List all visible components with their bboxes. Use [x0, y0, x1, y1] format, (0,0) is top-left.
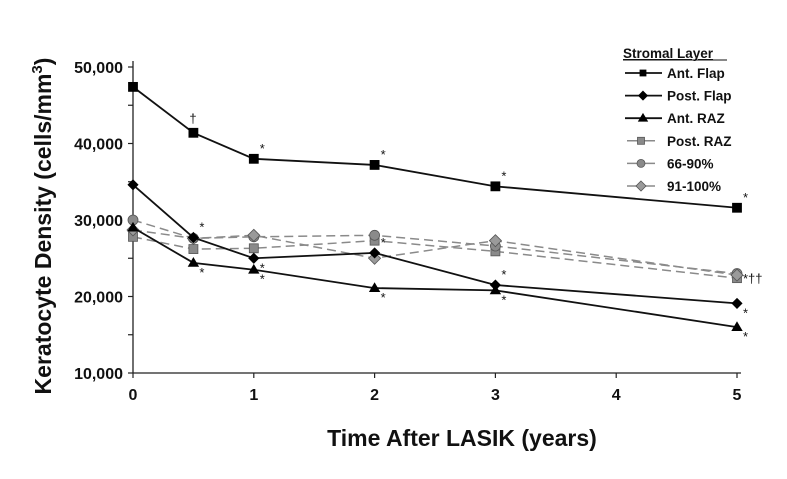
data-point-91-100: [488, 234, 502, 248]
data-point-post-flap: [369, 247, 381, 259]
significance-marker: *: [381, 290, 386, 305]
data-point-post-raz: [188, 244, 199, 254]
significance-marker: *: [743, 305, 748, 320]
data-point-66-90: [369, 229, 381, 241]
significance-marker: *: [260, 272, 265, 287]
series-line-post-raz: [132, 236, 738, 279]
legend-item-post-raz: Post. RAZ: [627, 134, 732, 149]
data-point-ant-flap: [732, 202, 742, 213]
data-point-ant-raz: [187, 257, 200, 267]
series-line-ant-raz: [132, 226, 738, 328]
y-tick-label: 50,000: [74, 60, 123, 77]
y-axis-label-suffix: ): [30, 58, 56, 66]
series-line-ant-flap: [132, 86, 738, 209]
legend-marker: [639, 69, 647, 77]
annotations: †* ********* ** ***††: [189, 111, 762, 344]
axes: 10,000 20,000 30,000 40,000 50,000 0 1 2 3 4 5: [74, 60, 741, 404]
series-line-post-flap: [132, 184, 738, 305]
data-point-ant-raz: [368, 282, 381, 292]
data-point-91-100: [247, 228, 261, 242]
legend-marker: [635, 180, 647, 192]
legend-label: Ant. Flap: [667, 66, 725, 81]
significance-marker: *: [199, 265, 204, 280]
legend-label: Ant. RAZ: [667, 111, 725, 126]
x-tick-label: 3: [491, 387, 500, 404]
legend-marker: [637, 112, 649, 122]
series-ant-raz: [127, 221, 743, 332]
data-point-ant-flap: [188, 127, 199, 138]
data-point-ant-flap: [490, 181, 501, 192]
legend-marker: [636, 158, 646, 168]
data-point-ant-raz: [731, 321, 743, 332]
significance-marker: †: [189, 111, 196, 126]
x-axis-label: Time After LASIK (years): [327, 425, 597, 451]
legend: Stromal Layer Ant. Flap Post. Flap Ant. RAZ…: [623, 46, 732, 194]
data-point-ant-raz: [127, 221, 139, 232]
legend-item-66-90: 66-90%: [627, 156, 714, 171]
data-point-post-flap: [187, 232, 199, 244]
y-axis-label-superscript: 3: [29, 65, 46, 73]
legend-label: 66-90%: [667, 156, 714, 171]
data-point-post-flap: [127, 179, 139, 191]
significance-marker: *: [260, 260, 265, 275]
x-tick-label: 0: [129, 387, 138, 404]
series-91-100: [126, 223, 744, 282]
x-tick-label: 2: [370, 387, 379, 404]
data-point-ant-flap: [248, 153, 259, 164]
series-line-66-90: [132, 219, 738, 275]
significance-marker: *: [501, 292, 506, 307]
significance-marker: *††: [743, 271, 763, 286]
data-point-ant-raz: [489, 284, 502, 295]
series-post-raz: [128, 231, 742, 284]
data-point-ant-raz: [248, 263, 260, 274]
legend-item-91-100: 91-100%: [627, 179, 721, 194]
data-point-post-flap: [248, 252, 260, 264]
significance-marker: *: [743, 190, 748, 205]
data-point-ant-flap: [128, 81, 138, 92]
significance-marker: *: [381, 235, 386, 250]
x-tick-label: 4: [612, 387, 621, 404]
legend-label: Post. Flap: [667, 89, 732, 104]
series-line-91-100: [132, 229, 738, 276]
x-tick-label: 1: [249, 387, 258, 404]
legend-item-ant-flap: Ant. Flap: [625, 66, 725, 81]
y-tick-label: 20,000: [74, 290, 123, 307]
significance-marker: *: [260, 141, 265, 156]
data-point-post-flap: [731, 297, 743, 309]
y-axis-label: Keratocyte Density (cells/mm3): [29, 58, 56, 395]
data-point-post-raz: [248, 243, 259, 254]
significance-marker: *: [381, 147, 386, 162]
legend-label: 91-100%: [667, 179, 721, 194]
legend-marker: [637, 90, 649, 101]
significance-marker: *: [199, 220, 204, 235]
legend-marker: [637, 136, 645, 145]
y-axis-label-text: Keratocyte Density (cells/mm: [30, 74, 56, 395]
series-group: [126, 81, 744, 332]
y-tick-label: 30,000: [74, 213, 123, 230]
legend-item-post-flap: Post. Flap: [625, 89, 732, 104]
legend-label: Post. RAZ: [667, 134, 732, 149]
data-point-ant-flap: [369, 160, 380, 170]
y-tick-label: 10,000: [74, 366, 123, 383]
legend-item-ant-raz: Ant. RAZ: [625, 111, 725, 126]
y-tick-label: 40,000: [74, 137, 123, 154]
significance-marker: *: [501, 168, 506, 183]
significance-marker: *: [501, 267, 506, 282]
legend-title: Stromal Layer: [623, 46, 714, 61]
significance-marker: *: [743, 329, 748, 344]
x-tick-label: 5: [733, 387, 742, 404]
series-ant-flap: [128, 81, 742, 213]
data-point-91-100: [730, 268, 744, 282]
